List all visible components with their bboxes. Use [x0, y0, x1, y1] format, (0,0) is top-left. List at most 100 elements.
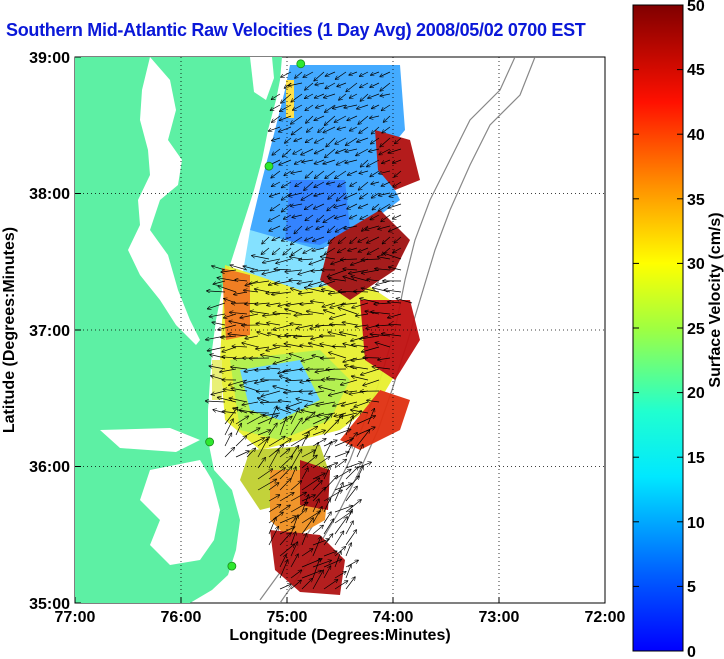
velocity-arrow: [269, 126, 281, 131]
velocity-arrow: [348, 247, 358, 251]
velocity-arrow: [291, 204, 303, 206]
velocity-arrow: [295, 181, 303, 186]
velocity-arrow: [363, 379, 380, 386]
plot-area: [74, 56, 606, 604]
velocity-arrow: [273, 313, 292, 314]
velocity-arrow: [345, 467, 358, 480]
velocity-arrow: [262, 236, 270, 244]
velocity-arrow: [294, 137, 303, 141]
velocity-arrow: [370, 334, 391, 336]
velocity-arrow: [323, 534, 333, 546]
velocity-arrow: [315, 148, 325, 154]
x-tick-label: 77:00: [55, 609, 96, 626]
velocity-arrow: [389, 324, 402, 325]
velocity-arrow: [305, 93, 314, 98]
velocity-arrow: [350, 126, 358, 131]
velocity-arrow: [339, 93, 347, 100]
velocity-arrow: [370, 82, 380, 87]
velocity-arrow: [325, 71, 336, 76]
velocity-arrow: [245, 335, 259, 339]
velocity-arrow: [371, 312, 391, 315]
velocity-arrow: [376, 325, 391, 326]
velocity-arrow: [279, 467, 292, 480]
velocity-arrow: [240, 313, 259, 318]
velocity-arrow: [384, 115, 391, 122]
velocity-arrow: [367, 400, 380, 402]
velocity-arrow: [375, 343, 391, 348]
velocity-arrow: [394, 236, 402, 243]
velocity-arrow: [283, 368, 303, 372]
velocity-arrow: [235, 424, 241, 436]
velocity-arrow: [218, 324, 237, 330]
velocity-arrow: [323, 512, 331, 524]
velocity-arrow: [341, 303, 358, 305]
x-tick-label: 75:00: [267, 609, 308, 626]
velocity-arrow: [276, 258, 292, 263]
map-title: Southern Mid-Atlantic Raw Velocities (1 …: [6, 20, 586, 40]
x-tick-label: 73:00: [479, 609, 520, 626]
y-tick-label: 35:00: [29, 596, 70, 613]
velocity-arrow: [221, 270, 237, 272]
velocity-arrow: [370, 214, 380, 220]
velocity-arrow: [357, 104, 369, 109]
velocity-arrow: [257, 430, 271, 436]
velocity-arrow: [314, 115, 325, 120]
velocity-arrow: [291, 115, 303, 124]
velocity-arrow: [279, 126, 292, 132]
velocity-arrow: [323, 499, 330, 513]
velocity-arrow: [212, 266, 226, 271]
velocity-arrow: [345, 543, 351, 557]
velocity-arrow: [232, 346, 248, 347]
velocity-arrow: [382, 159, 391, 163]
velocity-arrow: [272, 247, 281, 254]
velocity-arrow: [356, 416, 375, 425]
velocity-arrow: [291, 247, 303, 255]
velocity-arrow: [341, 379, 358, 385]
velocity-arrow: [207, 291, 226, 292]
velocity-arrow: [292, 215, 303, 217]
velocity-arrow: [382, 126, 391, 133]
velocity-arrow: [312, 539, 329, 546]
velocity-arrow: [280, 104, 292, 111]
velocity-arrow: [311, 301, 325, 303]
velocity-arrow: [271, 93, 281, 99]
velocity-arrow: [268, 483, 279, 491]
velocity-arrow: [283, 225, 292, 230]
velocity-arrow: [301, 534, 307, 546]
velocity-arrow: [355, 325, 369, 327]
x-tick-label: 76:00: [161, 609, 202, 626]
velocity-arrow: [382, 334, 402, 337]
velocity-arrow: [363, 358, 380, 359]
velocity-arrow: [263, 258, 281, 263]
velocity-arrow: [282, 236, 292, 241]
velocity-arrow: [370, 116, 380, 118]
velocity-arrow: [341, 401, 358, 406]
velocity-arrow: [322, 290, 336, 293]
velocity-arrow: [328, 236, 336, 244]
grid: [75, 57, 605, 603]
velocity-arrow: [352, 302, 369, 308]
velocity-arrow: [330, 313, 347, 319]
velocity-arrow: [325, 148, 336, 158]
velocity-arrow: [230, 312, 248, 314]
velocity-arrow: [370, 170, 380, 177]
velocity-arrow: [350, 181, 358, 186]
velocity-arrow: [243, 266, 259, 271]
velocity-arrow: [306, 137, 314, 142]
velocity-arrow: [346, 82, 358, 92]
velocity-arrow: [345, 433, 357, 447]
colorbar-tick-label: 15: [687, 450, 705, 467]
velocity-arrow: [229, 398, 248, 403]
station-3-marker: [205, 437, 215, 447]
velocity-arrow: [246, 438, 264, 447]
colorbar: 50 45 40 35 30 25 20 15 10 5 0 Surface V…: [632, 0, 724, 659]
velocity-arrow: [372, 367, 391, 370]
velocity-arrow: [301, 432, 309, 447]
velocity-arrow: [301, 427, 317, 436]
velocity-arrow: [344, 192, 358, 199]
velocity-arrow: [268, 214, 281, 221]
albemarle-sound: [100, 428, 200, 452]
velocity-arrow: [224, 419, 233, 436]
velocity-arrow: [221, 336, 237, 338]
velocity-arrow: [279, 544, 294, 557]
